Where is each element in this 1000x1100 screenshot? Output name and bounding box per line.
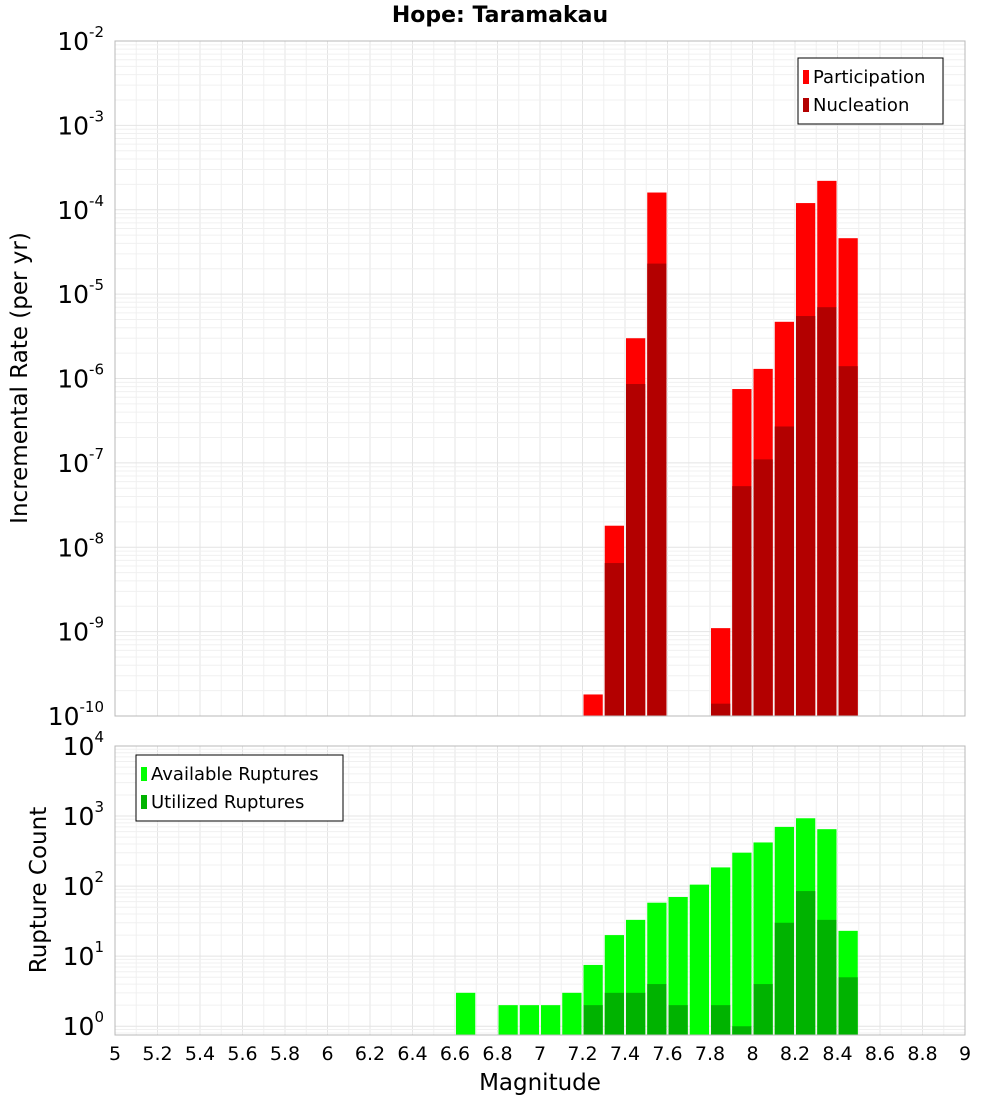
y-tick-label: 10-4 xyxy=(57,192,104,225)
x-tick-label: 9 xyxy=(959,1043,971,1065)
x-tick-label: 7.4 xyxy=(610,1043,640,1065)
count-available-ruptures-bar xyxy=(519,1005,539,1035)
rate-grid xyxy=(114,40,966,717)
chart-title: Hope: Taramakau xyxy=(392,3,608,28)
y-tick-label: 10-9 xyxy=(57,614,104,647)
x-tick-label: 8 xyxy=(746,1043,758,1065)
y-tick-label: 10-5 xyxy=(57,276,104,309)
rate-panel: 10-10 10-9 10-8 10-7 10-6 10-5 10-4 10-3 10-2 Pa… xyxy=(48,23,966,731)
x-tick-label: 5.4 xyxy=(185,1043,215,1065)
count-utilized-ruptures-bar xyxy=(796,891,816,1035)
legend-box xyxy=(797,57,944,125)
magnitude-x-axis-label: Magnitude xyxy=(479,1070,601,1096)
x-tick-label: 6.2 xyxy=(355,1043,385,1065)
y-tick-label: 102 xyxy=(63,868,104,901)
count-available-ruptures-bar xyxy=(668,896,688,1035)
count-available-ruptures-bar xyxy=(689,884,709,1035)
y-tick-label: 10-6 xyxy=(57,361,104,394)
y-tick-label: 10-3 xyxy=(57,107,104,140)
rupture-count-legend: Available Ruptures Utilized Ruptures xyxy=(135,754,344,822)
x-tick-label: 6.8 xyxy=(482,1043,512,1065)
x-tick-label: 5.8 xyxy=(270,1043,300,1065)
legend-swatch xyxy=(141,795,147,809)
count-utilized-ruptures-bar xyxy=(711,1005,731,1035)
y-tick-label: 101 xyxy=(63,938,104,971)
legend-box xyxy=(135,754,344,822)
rate-nucleation-bar xyxy=(774,426,794,716)
rate-plot-frame xyxy=(114,40,966,717)
rate-legend: Participation Nucleation xyxy=(797,57,944,125)
legend-entry: Available Ruptures xyxy=(151,764,319,785)
rate-bars xyxy=(583,180,858,717)
count-available-ruptures-bar xyxy=(541,1005,561,1035)
count-available-ruptures-bar xyxy=(498,1005,518,1035)
x-tick-label: 7.2 xyxy=(567,1043,597,1065)
rate-y-axis-label: Incremental Rate (per yr) xyxy=(7,232,33,524)
rupture-count-bars xyxy=(456,818,858,1035)
rate-nucleation-bar xyxy=(626,384,646,716)
x-tick-label: 6.4 xyxy=(397,1043,427,1065)
rate-nucleation-bar xyxy=(732,486,752,716)
y-tick-label: 10-7 xyxy=(57,445,104,478)
y-tick-label: 103 xyxy=(63,798,104,831)
x-tick-label: 8.6 xyxy=(865,1043,895,1065)
count-utilized-ruptures-bar xyxy=(604,992,624,1035)
y-tick-label: 10-8 xyxy=(57,529,104,562)
count-utilized-ruptures-bar xyxy=(838,977,858,1035)
rupture-count-plot-frame xyxy=(114,745,966,1036)
x-tick-label: 7.8 xyxy=(695,1043,725,1065)
y-tick-label: 100 xyxy=(63,1008,104,1041)
x-tick-label: 6 xyxy=(321,1043,333,1065)
count-utilized-ruptures-bar xyxy=(774,922,794,1035)
magnitude-x-ticks: 5 5.2 5.4 5.6 5.8 6 6.2 6.4 6.6 6.8 7 7.2 7.4 7.6 7.8 8… xyxy=(109,1043,971,1065)
rate-nucleation-bar xyxy=(711,703,731,716)
count-utilized-ruptures-bar xyxy=(583,1005,603,1035)
x-tick-label: 5.2 xyxy=(142,1043,172,1065)
rate-nucleation-bar xyxy=(796,316,816,716)
count-utilized-ruptures-bar xyxy=(668,1005,688,1035)
count-available-ruptures-bar xyxy=(562,992,582,1035)
count-available-ruptures-bar xyxy=(711,867,731,1035)
count-utilized-ruptures-bar xyxy=(753,984,773,1035)
x-tick-label: 7.6 xyxy=(652,1043,682,1065)
legend-entry: Nucleation xyxy=(813,95,909,116)
rate-nucleation-bar xyxy=(838,366,858,716)
count-utilized-ruptures-bar xyxy=(732,1026,752,1035)
legend-entry: Utilized Ruptures xyxy=(151,792,304,813)
x-tick-label: 8.4 xyxy=(822,1043,852,1065)
x-tick-label: 8.2 xyxy=(780,1043,810,1065)
rate-nucleation-bar xyxy=(817,307,837,716)
count-available-ruptures-bar xyxy=(456,992,476,1035)
legend-swatch xyxy=(141,767,147,781)
x-tick-label: 7 xyxy=(534,1043,546,1065)
rate-participation-bar xyxy=(583,694,603,716)
rupture-count-y-axis-label: Rupture Count xyxy=(26,807,52,973)
y-tick-label: 10-2 xyxy=(57,23,104,56)
x-tick-label: 5 xyxy=(109,1043,121,1065)
y-tick-label: 104 xyxy=(63,728,104,761)
rate-nucleation-bar xyxy=(604,563,624,716)
rupture-count-panel: 100 101 102 103 104 5 5.2 5.4 5.6 5.8 6 6.2 6.4 6.6 6… xyxy=(63,728,971,1065)
legend-swatch xyxy=(803,70,809,84)
count-utilized-ruptures-bar xyxy=(817,919,837,1035)
legend-entry: Participation xyxy=(813,67,925,88)
rupture-count-y-ticks: 100 101 102 103 104 xyxy=(63,728,104,1041)
count-utilized-ruptures-bar xyxy=(647,984,667,1035)
rate-nucleation-bar xyxy=(647,263,667,716)
x-tick-label: 5.6 xyxy=(227,1043,257,1065)
y-tick-label: 10-10 xyxy=(48,698,104,731)
rate-nucleation-bar xyxy=(753,459,773,716)
x-tick-label: 8.8 xyxy=(907,1043,937,1065)
rate-y-ticks: 10-10 10-9 10-8 10-7 10-6 10-5 10-4 10-3 10-2 xyxy=(48,23,104,731)
legend-swatch xyxy=(803,98,809,112)
count-available-ruptures-bar xyxy=(732,852,752,1035)
count-utilized-ruptures-bar xyxy=(626,992,646,1035)
x-tick-label: 6.6 xyxy=(440,1043,470,1065)
rate-participation-bar xyxy=(711,628,731,716)
